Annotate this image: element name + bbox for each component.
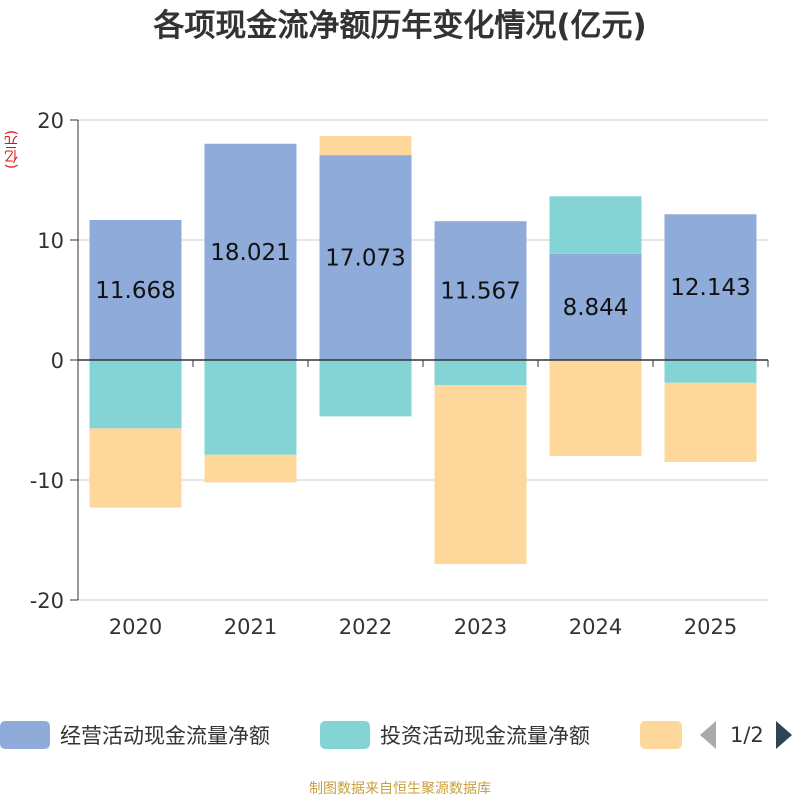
bar-investing-2021 <box>204 360 297 455</box>
bar-financing-2020 <box>89 428 182 508</box>
legend: 经营活动现金流量净额 投资活动现金流量净额 1/2 <box>0 712 800 756</box>
y-tick-label: 10 <box>37 229 64 253</box>
legend-swatch-investing <box>320 721 370 749</box>
x-tick-label-2020: 2020 <box>109 615 162 639</box>
chart-plot: 20 10 0 -10 -20 11.668 2020 18.021 2021 17.073 202… <box>30 109 769 639</box>
legend-item-investing[interactable]: 投资活动现金流量净额 <box>320 720 590 750</box>
bar-investing-2025 <box>664 360 757 383</box>
bar-operating-2023 <box>434 221 527 360</box>
legend-item-financing[interactable] <box>640 720 692 750</box>
x-tick-label-2024: 2024 <box>569 615 622 639</box>
y-tick-label: 0 <box>51 349 64 373</box>
x-tick-label-2023: 2023 <box>454 615 507 639</box>
bar-operating-2022 <box>319 155 412 360</box>
x-tick-label-2025: 2025 <box>684 615 737 639</box>
y-tick-label: -10 <box>30 469 64 493</box>
bar-investing-2022 <box>319 360 412 417</box>
legend-item-operating[interactable]: 经营活动现金流量净额 <box>0 720 270 750</box>
data-label-2022: 17.073 <box>325 246 405 272</box>
bar-financing-2022 <box>319 135 412 156</box>
bar-operating-2021 <box>204 143 297 360</box>
x-tick-label-2021: 2021 <box>224 615 277 639</box>
legend-swatch-operating <box>0 721 50 749</box>
bar-operating-2024 <box>549 253 642 360</box>
bar-investing-2023 <box>434 360 527 386</box>
data-label-2024: 8.844 <box>563 295 629 321</box>
bar-investing-2024 <box>549 196 642 254</box>
bar-financing-2025 <box>664 382 757 462</box>
data-label-2020: 11.668 <box>95 278 175 304</box>
bar-investing-2020 <box>89 360 182 429</box>
legend-prev-page-icon[interactable] <box>700 721 716 749</box>
data-label-2021: 18.021 <box>210 240 290 266</box>
bar-financing-2021 <box>204 454 297 483</box>
legend-next-page-icon[interactable] <box>775 721 792 749</box>
bar-operating-2020 <box>89 219 182 360</box>
legend-swatch-financing <box>640 721 682 749</box>
y-tick-label: 20 <box>37 109 64 133</box>
legend-label-operating: 经营活动现金流量净额 <box>60 724 270 748</box>
bar-financing-2024 <box>549 360 642 456</box>
y-tick-label: -20 <box>30 589 64 613</box>
legend-page-indicator: 1/2 <box>730 723 764 747</box>
data-label-2023: 11.567 <box>440 279 520 305</box>
bar-operating-2025 <box>664 214 757 360</box>
data-label-2025: 12.143 <box>670 275 750 301</box>
legend-label-investing: 投资活动现金流量净额 <box>380 724 590 748</box>
x-tick-label-2022: 2022 <box>339 615 392 639</box>
data-source-note: 制图数据来自恒生聚源数据库 <box>309 781 491 797</box>
chart-title: 各项现金流净额历年变化情况(亿元) <box>153 8 647 44</box>
bar-financing-2023 <box>434 385 527 564</box>
legend-pager: 1/2 <box>700 720 792 750</box>
